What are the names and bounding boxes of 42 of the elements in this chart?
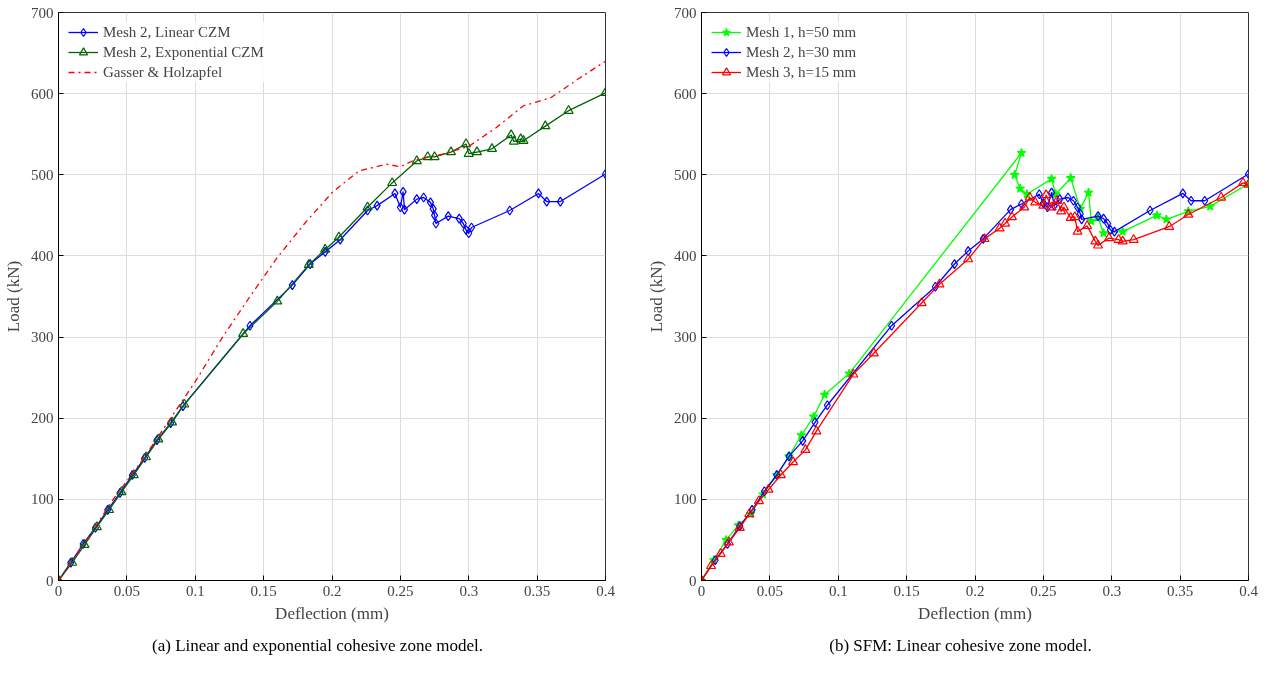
text: (a) Linear and exponential cohesive zone model.: [152, 635, 483, 657]
x-tick-label: 0.15: [893, 582, 920, 599]
x-tick-label: 0.4: [1239, 582, 1259, 599]
x-axis-title: Deflection (mm): [918, 603, 1032, 623]
y-axis-title: Load (kN): [4, 260, 23, 333]
y-tick-label: 700: [31, 4, 54, 21]
legend-label: Mesh 2, Linear CZM: [103, 23, 231, 41]
y-axis-title: Load (kN): [647, 260, 666, 333]
legend-label: Gasser & Holzapfel: [103, 63, 223, 81]
x-tick-label: 0.2: [965, 582, 985, 599]
legend-label: Mesh 1, h=50 mm: [746, 23, 857, 41]
x-tick-label: 0.2: [322, 582, 342, 599]
x-tick-label: 0.1: [185, 582, 205, 599]
y-tick-label: 300: [674, 329, 697, 346]
legend-label: Mesh 3, h=15 mm: [746, 63, 857, 81]
y-tick-label: 400: [31, 247, 54, 264]
x-tick-label: 0.3: [1102, 582, 1122, 599]
y-tick-label: 200: [31, 410, 54, 427]
x-tick-label: 0.05: [113, 582, 140, 599]
x-tick-label: 0.25: [1030, 582, 1057, 599]
y-tick-label: 300: [31, 329, 54, 346]
y-tick-label: 500: [31, 166, 54, 183]
x-axis-title: Deflection (mm): [275, 603, 389, 623]
legend-label: Mesh 2, h=30 mm: [746, 43, 857, 61]
y-tick-label: 200: [674, 410, 697, 427]
x-tick-label: 0.4: [596, 582, 616, 599]
y-tick-label: 100: [674, 491, 697, 508]
y-tick-label: 700: [674, 4, 697, 21]
x-tick-label: 0.25: [387, 582, 414, 599]
y-tick-label: 400: [674, 247, 697, 264]
y-tick-label: 100: [31, 491, 54, 508]
x-tick-label: 0.15: [250, 582, 277, 599]
x-tick-label: 0.3: [459, 582, 479, 599]
legend-label: Mesh 2, Exponential CZM: [103, 43, 264, 61]
x-tick-label: 0.05: [756, 582, 783, 599]
x-tick-label: 0.1: [828, 582, 848, 599]
y-tick-label: 600: [674, 85, 697, 102]
text: (b) SFM: Linear cohesive zone model.: [829, 635, 1092, 657]
y-tick-label: 600: [31, 85, 54, 102]
y-tick-label: 500: [674, 166, 697, 183]
x-tick-label: 0.35: [524, 582, 551, 599]
x-tick-label: 0.35: [1167, 582, 1194, 599]
